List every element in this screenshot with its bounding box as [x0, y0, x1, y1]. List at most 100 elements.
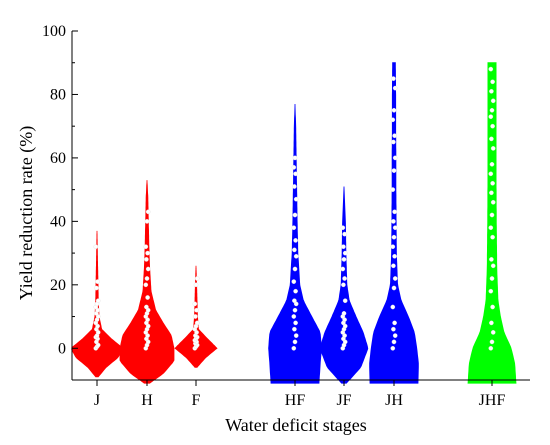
- violin-jhf: [467, 62, 517, 384]
- point-jh: [391, 139, 396, 145]
- y-tick-label: 60: [50, 150, 66, 167]
- point-hf: [291, 314, 297, 319]
- point-hf: [293, 320, 298, 326]
- x-tick-label-hf: HF: [285, 392, 306, 409]
- point-hf: [293, 253, 299, 259]
- y-axis-title: Yield reduction rate (%): [16, 126, 37, 300]
- y-tick-label: 100: [42, 23, 66, 40]
- point-jf: [341, 257, 347, 262]
- point-f: [193, 282, 199, 288]
- point-jhf: [489, 190, 494, 196]
- point-jh: [391, 339, 397, 345]
- point-hf: [291, 279, 297, 284]
- point-j: [93, 244, 99, 249]
- point-jf: [340, 266, 346, 272]
- point-jf: [342, 250, 348, 256]
- point-jhf: [488, 114, 494, 119]
- point-hf: [292, 307, 298, 313]
- point-hf: [291, 165, 297, 170]
- point-hf: [293, 196, 299, 202]
- x-tick-label-jf: JF: [336, 392, 351, 409]
- point-jh: [390, 117, 396, 123]
- point-jhf: [489, 276, 495, 281]
- point-j: [94, 285, 99, 291]
- point-hf: [292, 184, 297, 189]
- y-tick-label: 20: [50, 277, 66, 294]
- point-jhf: [489, 161, 495, 167]
- point-jh: [392, 253, 397, 259]
- point-jh: [391, 263, 396, 269]
- point-h: [144, 219, 150, 224]
- points-layer: [93, 66, 496, 351]
- point-hf: [293, 171, 298, 177]
- point-jh: [392, 225, 398, 230]
- point-jh: [391, 168, 397, 173]
- point-hf: [292, 155, 298, 161]
- point-h: [143, 244, 149, 249]
- point-jhf: [488, 171, 494, 177]
- point-h: [144, 304, 149, 310]
- point-jhf: [489, 89, 494, 94]
- point-jh: [390, 187, 396, 192]
- point-jh: [392, 85, 398, 91]
- point-jh: [392, 209, 397, 215]
- point-hf: [292, 212, 298, 218]
- point-jf: [342, 231, 347, 237]
- point-jhf: [489, 212, 495, 218]
- point-jh: [391, 219, 396, 224]
- point-f: [194, 307, 199, 313]
- point-jf: [342, 298, 348, 304]
- x-axis-title: Water deficit stages: [225, 415, 367, 435]
- point-hf: [293, 333, 299, 338]
- point-jh: [391, 326, 396, 332]
- point-jh: [391, 108, 397, 113]
- point-jhf: [490, 263, 496, 269]
- point-f: [193, 314, 198, 319]
- violins-layer: [71, 62, 517, 384]
- point-h: [145, 266, 151, 272]
- point-jhf: [489, 108, 495, 113]
- point-jf: [341, 311, 347, 316]
- point-hf: [292, 298, 297, 304]
- x-tick-label-j: J: [94, 392, 100, 409]
- point-jh: [391, 285, 397, 291]
- point-f: [194, 276, 200, 281]
- point-jhf: [490, 146, 496, 151]
- point-jhf: [489, 136, 494, 142]
- x-tick-label-jh: JH: [385, 392, 403, 409]
- point-hf: [292, 339, 298, 345]
- point-jhf: [490, 304, 495, 310]
- violin-hf: [268, 103, 322, 384]
- point-jhf: [488, 345, 494, 351]
- point-jhf: [490, 98, 496, 104]
- point-jf: [341, 244, 346, 249]
- point-jh: [392, 133, 397, 138]
- point-jhf: [488, 288, 494, 294]
- point-jhf: [490, 180, 495, 186]
- y-tick-label: 80: [50, 86, 66, 103]
- x-tick-label-h: H: [141, 392, 153, 409]
- point-f: [194, 320, 200, 326]
- point-hf: [293, 288, 298, 294]
- point-jhf: [490, 234, 495, 240]
- point-h: [144, 257, 149, 262]
- violin-h: [119, 180, 175, 384]
- point-h: [143, 282, 149, 288]
- point-jh: [390, 304, 396, 310]
- point-hf: [293, 238, 298, 243]
- point-jh: [391, 76, 396, 81]
- point-hf: [292, 247, 297, 253]
- y-tick-label: 40: [50, 213, 66, 230]
- point-h: [145, 295, 150, 300]
- point-jhf: [490, 79, 495, 85]
- x-tick-label-jhf: JHF: [479, 392, 506, 409]
- point-jh: [392, 320, 397, 326]
- point-f: [192, 301, 198, 307]
- point-jh: [392, 155, 398, 161]
- point-jhf: [490, 199, 496, 205]
- point-j: [95, 298, 101, 304]
- point-jhf: [489, 320, 494, 326]
- point-jh: [392, 276, 398, 281]
